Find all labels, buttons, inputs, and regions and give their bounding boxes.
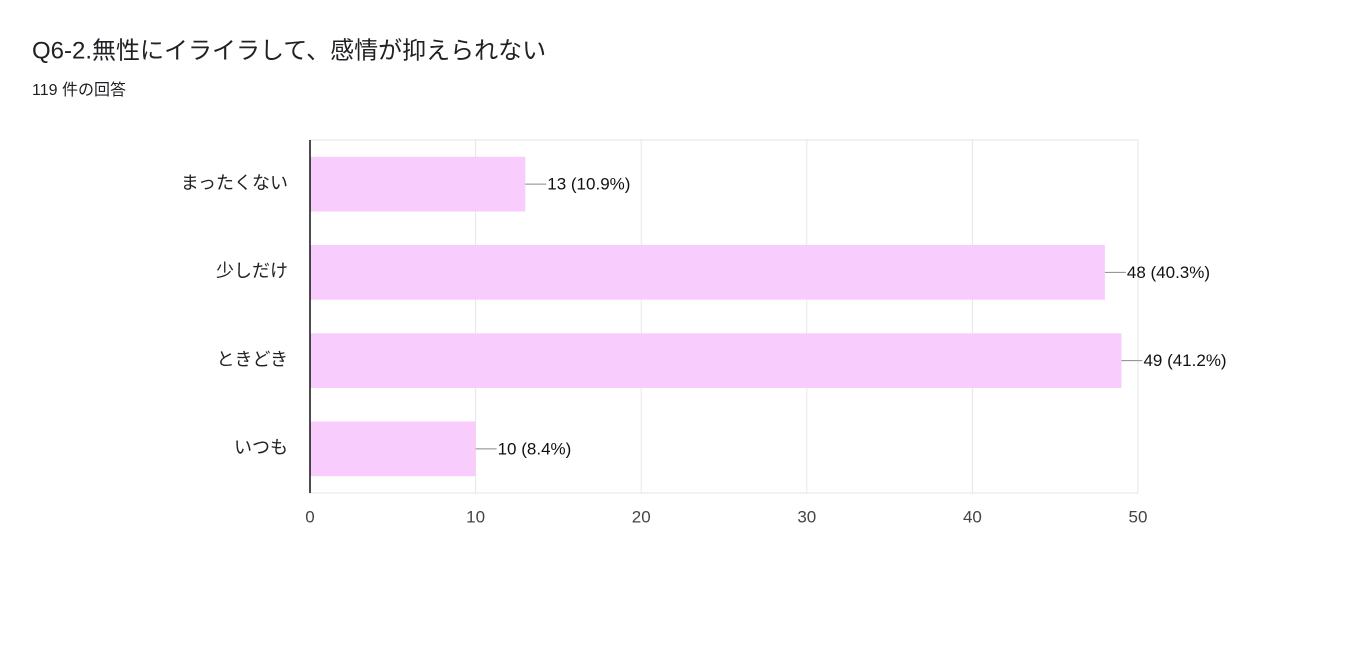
y-tick-label: いつも [234,438,288,458]
x-tick-label: 10 [466,507,485,526]
y-tick-label: まったくない [181,173,288,193]
y-tick-label: 少しだけ [216,261,288,281]
value-label: 13 (10.9%) [547,175,630,194]
bar [310,156,526,212]
value-label: 49 (41.2%) [1143,351,1226,370]
x-tick-label: 50 [1129,507,1148,526]
y-tick-label: ときどき [217,349,288,369]
bar [310,333,1122,388]
value-label: 48 (40.3%) [1127,263,1210,282]
chart-title: Q6-2.無性にイライラして、感情が抑えられない [32,37,546,64]
bar [310,245,1105,300]
x-tick-label: 40 [963,507,982,526]
chart-subtitle: 119 件の回答 [32,81,126,99]
bar [310,421,476,477]
x-tick-label: 0 [305,507,314,526]
x-tick-label: 20 [632,507,651,526]
value-label: 10 (8.4%) [498,439,572,458]
x-tick-label: 30 [797,507,816,526]
